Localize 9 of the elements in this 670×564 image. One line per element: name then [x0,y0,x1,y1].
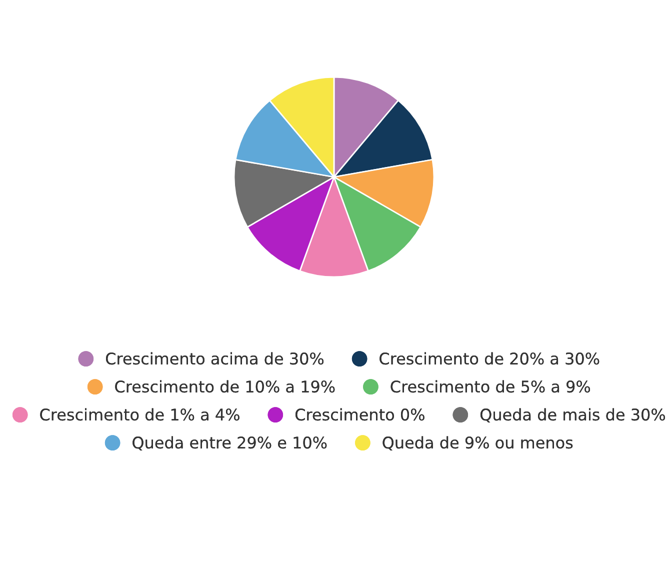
legend-label: Crescimento de 5% a 9% [390,380,590,393]
legend-label: Crescimento de 20% a 30% [380,352,600,365]
legend-label: Crescimento de 10% a 19% [115,380,335,393]
legend-label: Crescimento acima de 30% [106,352,324,365]
legend-label: Queda de 9% ou menos [382,436,573,450]
legend-label: Queda de mais de 30% [480,408,665,422]
legend-label: Crescimento de 1% a 4% [40,408,240,421]
legend-label: Crescimento 0% [295,408,424,421]
legend-label: Queda entre 29% e 10% [132,436,327,450]
